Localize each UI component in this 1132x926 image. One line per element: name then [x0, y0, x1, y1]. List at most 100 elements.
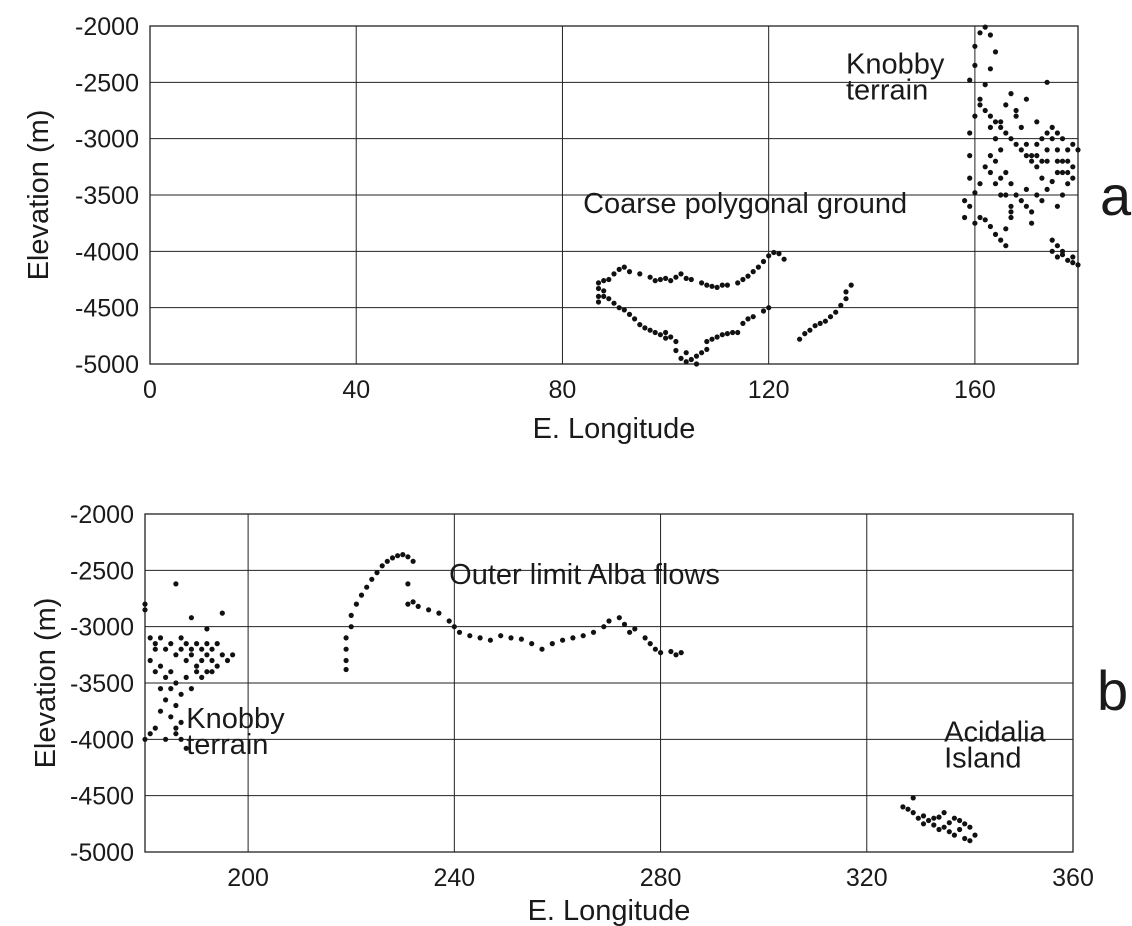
panel-a-data-point	[802, 331, 808, 337]
panel-a-data-point	[992, 119, 999, 125]
panel-b: -2000-2500-3000-3500-4000-4500-5000 200 2…	[30, 501, 1128, 926]
panel-a-data-point	[601, 278, 607, 284]
panel-a-data-point	[972, 113, 978, 119]
panel-b-data-point	[183, 641, 189, 647]
panel-a-data-point	[1003, 192, 1009, 198]
panel-b-data-point	[673, 652, 679, 658]
panel-a-data-point	[1018, 198, 1024, 204]
panel-b-data-point	[183, 674, 189, 681]
panel-a-data-point	[1065, 169, 1071, 176]
panel-b-data-point	[446, 618, 452, 624]
panel-b-data-point	[173, 725, 179, 731]
panel-a-data-point	[1054, 243, 1060, 249]
panel-a-data-point	[719, 332, 725, 338]
panel-a-data-point	[1023, 153, 1029, 159]
panel-a-data-point	[709, 336, 715, 342]
panel-b-data-point	[477, 635, 483, 641]
panel-a-data-point	[595, 299, 602, 305]
panel-b-data-point	[178, 646, 184, 652]
panel-a-data-point	[992, 181, 999, 187]
panel-b-data-point	[374, 570, 380, 576]
panel-a-data-point	[745, 316, 751, 322]
panel-b-x-ticks: 200 240 280 320 360	[227, 864, 1094, 892]
panel-b-data-point	[209, 669, 215, 675]
panel-a-data-point	[663, 329, 669, 336]
panel-b-data-point	[343, 657, 349, 664]
panel-a-data-point	[1003, 169, 1009, 176]
panel-a-data-point	[709, 283, 715, 289]
panel-a-data-point	[1044, 130, 1050, 136]
panel-a-data-points	[595, 24, 1081, 367]
panel-b-y-tick-label: -3000	[70, 614, 134, 642]
panel-a-data-point	[843, 296, 849, 302]
panel-a-x-tick-label: 40	[342, 376, 370, 404]
panel-b-data-point	[188, 646, 194, 652]
panel-a-data-point	[652, 329, 658, 336]
panel-a-data-point	[1039, 136, 1045, 142]
panel-b-data-point	[142, 607, 148, 613]
panel-a-data-point	[1049, 124, 1055, 130]
panel-b-data-point	[967, 824, 973, 830]
panel-b-annotation-line: Island	[944, 743, 1021, 775]
panel-a-data-point	[1013, 141, 1019, 147]
panel-a-x-tick-label: 160	[954, 376, 996, 404]
panel-a-annotation-line: terrain	[846, 74, 928, 106]
panel-b-x-tick-label: 360	[1052, 864, 1094, 892]
panel-b-data-point	[204, 641, 210, 647]
panel-b-data-point	[183, 657, 189, 664]
panel-a-data-point	[982, 217, 988, 223]
panel-b-y-tick-label: -4000	[70, 726, 134, 754]
panel-a-data-point	[781, 256, 787, 262]
panel-b-data-point	[529, 641, 535, 647]
panel-b-data-point	[204, 669, 210, 675]
panel-a-data-point	[1029, 209, 1035, 215]
panel-a-data-point	[1039, 175, 1045, 181]
panel-a-data-point	[1054, 130, 1060, 136]
panel-a-data-point	[1008, 181, 1014, 187]
panel-b-annotation: Acidalia Island	[944, 717, 1046, 775]
panel-a-data-point	[1075, 147, 1081, 153]
panel-b-data-point	[343, 635, 349, 641]
panel-a-data-point	[1034, 192, 1040, 198]
panel-b-data-point	[951, 832, 958, 838]
panel-b-data-point	[647, 641, 653, 647]
panel-b-data-point	[539, 646, 545, 652]
panel-a-data-point	[601, 293, 607, 299]
panel-b-data-point	[168, 714, 174, 720]
panel-a-data-point	[962, 214, 968, 221]
panel-a-data-point	[822, 318, 829, 324]
panel-b-data-point	[405, 581, 411, 587]
panel-b-data-point	[926, 817, 932, 824]
panel-a-annotations: Knobby terrain Coarse polygonal ground	[583, 48, 945, 220]
panel-a-data-point	[678, 271, 684, 277]
panel-a-data-point	[807, 327, 813, 333]
panel-b-data-point	[601, 624, 607, 630]
panel-b-data-point	[147, 731, 153, 737]
panel-b-data-point	[642, 635, 648, 641]
panel-b-data-point	[147, 635, 153, 641]
panel-a-data-point	[1044, 186, 1050, 192]
panel-a-data-point	[1044, 79, 1050, 85]
panel-b-x-tick-label: 320	[846, 864, 888, 892]
panel-a-data-point	[632, 316, 638, 322]
panel-b-data-point	[219, 610, 225, 616]
panel-a-data-point	[1070, 164, 1076, 170]
panel-b-annotation: Knobby terrain	[186, 703, 285, 761]
panel-a-data-point	[683, 275, 689, 281]
panel-a-data-point	[987, 66, 994, 72]
panel-a-data-point	[992, 158, 999, 164]
panel-b-data-point	[214, 641, 220, 647]
panel-a-data-point	[750, 314, 756, 320]
panel-b-y-axis-label: Elevation (m)	[30, 598, 62, 769]
panel-a-y-ticks: -2000 -2500 -3000 -3500 -4000 -4500 -5000	[75, 13, 139, 379]
panel-a-data-point	[616, 266, 622, 272]
panel-b-data-point	[194, 663, 200, 669]
panel-a-annotation-line: Knobby	[846, 48, 945, 80]
panel-a-data-point	[1065, 181, 1071, 187]
panel-a-data-point	[683, 359, 689, 365]
panel-b-data-point	[616, 615, 622, 621]
panel-b-data-point	[931, 815, 937, 821]
panel-a-data-point	[977, 181, 983, 187]
panel-a-data-point	[982, 164, 988, 170]
panel-b-data-point	[178, 691, 184, 697]
